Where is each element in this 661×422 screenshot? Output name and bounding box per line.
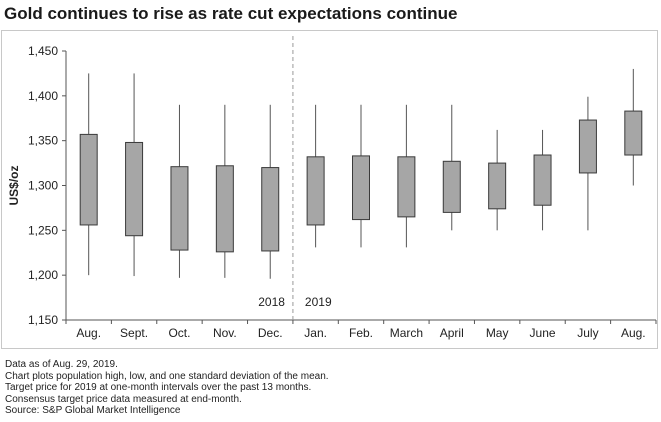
- x-tick-label: Nov.: [213, 326, 237, 340]
- box: [397, 156, 416, 218]
- y-tick-label: 1,300: [28, 179, 58, 193]
- x-tick-label: April: [440, 326, 464, 340]
- x-tick-label: Dec.: [258, 326, 283, 340]
- x-tick-label: Oct.: [168, 326, 190, 340]
- box: [352, 155, 370, 221]
- box: [578, 119, 597, 174]
- x-tick-label: Jan.: [304, 326, 327, 340]
- note-line: Target price for 2019 at one-month inter…: [5, 382, 312, 394]
- box: [488, 162, 507, 210]
- x-tick-label: June: [530, 326, 556, 340]
- note-line: Data as of Aug. 29, 2019.: [5, 359, 118, 370]
- x-tick-label: Feb.: [349, 326, 373, 340]
- gold-price-chart: 1,150 1,200 1,250 1,300 1,350 1,400 1,450 US$/o…: [7, 36, 657, 340]
- year-label-2018: 2018: [258, 295, 285, 309]
- x-tick-label: Aug.: [76, 326, 101, 340]
- x-tick-label: Sept.: [120, 326, 148, 340]
- box: [261, 167, 280, 252]
- box: [170, 166, 189, 251]
- chart-notes: Data as of Aug. 29, 2019. Chart plots po…: [5, 359, 329, 417]
- y-tick-label: 1,400: [28, 89, 58, 103]
- x-tick-label: March: [390, 326, 423, 340]
- box: [125, 141, 144, 237]
- chart-frame: 1,150 1,200 1,250 1,300 1,350 1,400 1,450 US$/o…: [1, 30, 658, 349]
- note-line: Consensus target price data measured at …: [5, 393, 242, 405]
- box: [215, 165, 234, 253]
- box: [306, 156, 325, 226]
- source-line: Source: S&P Global Market Intelligence: [5, 405, 181, 417]
- x-tick-label: May: [486, 326, 509, 340]
- y-tick-label: 1,150: [28, 313, 58, 327]
- y-tick-label: 1,350: [28, 134, 58, 148]
- chart-title: Gold continues to rise as rate cut expec…: [4, 4, 458, 23]
- y-tick-label: 1,250: [28, 223, 58, 237]
- note-line: Chart plots population high, low, and on…: [5, 370, 329, 382]
- x-tick-label: July: [577, 326, 598, 340]
- box: [79, 133, 98, 226]
- year-label-2019: 2019: [305, 295, 332, 309]
- y-tick-label: 1,200: [28, 268, 58, 282]
- box: [624, 110, 643, 156]
- x-tick-label: Aug.: [621, 326, 646, 340]
- box: [442, 160, 461, 213]
- y-tick-label: 1,450: [28, 44, 58, 58]
- y-axis-label: US$/oz: [7, 165, 21, 205]
- box: [533, 154, 552, 206]
